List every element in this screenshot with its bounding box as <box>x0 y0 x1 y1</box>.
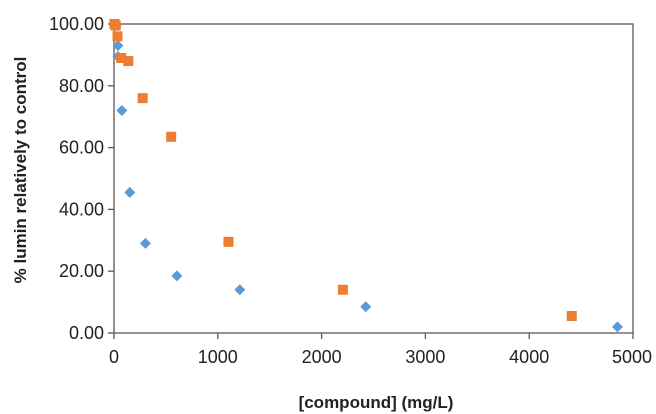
x-tick-label: 4000 <box>509 347 549 367</box>
data-point-square <box>337 284 348 295</box>
x-tick-label: 3000 <box>405 347 445 367</box>
data-point-diamond <box>234 284 246 296</box>
x-axis-title: [compound] (mg/L) <box>299 393 454 412</box>
x-tick-label: 0 <box>109 347 119 367</box>
data-point-diamond <box>171 270 183 282</box>
x-tick-label: 1000 <box>198 347 238 367</box>
data-point-diamond <box>124 186 136 198</box>
data-point-square <box>116 52 127 63</box>
data-point-diamond <box>116 105 128 117</box>
x-axis: 0 1000 2000 3000 4000 5000 <box>109 333 652 367</box>
x-tick-label: 5000 <box>612 347 652 367</box>
data-point-square <box>566 311 577 322</box>
data-point-square <box>110 20 121 31</box>
y-axis-title: % lumin relatively to control <box>11 57 30 284</box>
data-point-square <box>223 236 234 247</box>
y-tick-label: 0.00 <box>69 323 104 343</box>
data-point-square <box>123 56 134 67</box>
plot-area-border <box>113 23 634 334</box>
y-axis: 0.00 20.00 40.00 60.00 80.00 100.00 <box>49 14 114 343</box>
data-point-diamond <box>139 237 151 249</box>
data-point-square <box>112 31 123 42</box>
data-point-diamond <box>112 40 124 52</box>
x-tick-label: 2000 <box>302 347 342 367</box>
data-point-diamond <box>611 321 623 333</box>
y-tick-label: 40.00 <box>59 199 104 219</box>
data-point-square <box>166 131 177 142</box>
y-tick-label: 60.00 <box>59 138 104 158</box>
y-tick-label: 80.00 <box>59 76 104 96</box>
y-tick-label: 100.00 <box>49 14 104 34</box>
data-point-square <box>137 93 148 104</box>
data-points <box>109 18 623 333</box>
plot-frame <box>113 23 634 334</box>
y-tick-label: 20.00 <box>59 261 104 281</box>
data-point-diamond <box>360 301 372 313</box>
